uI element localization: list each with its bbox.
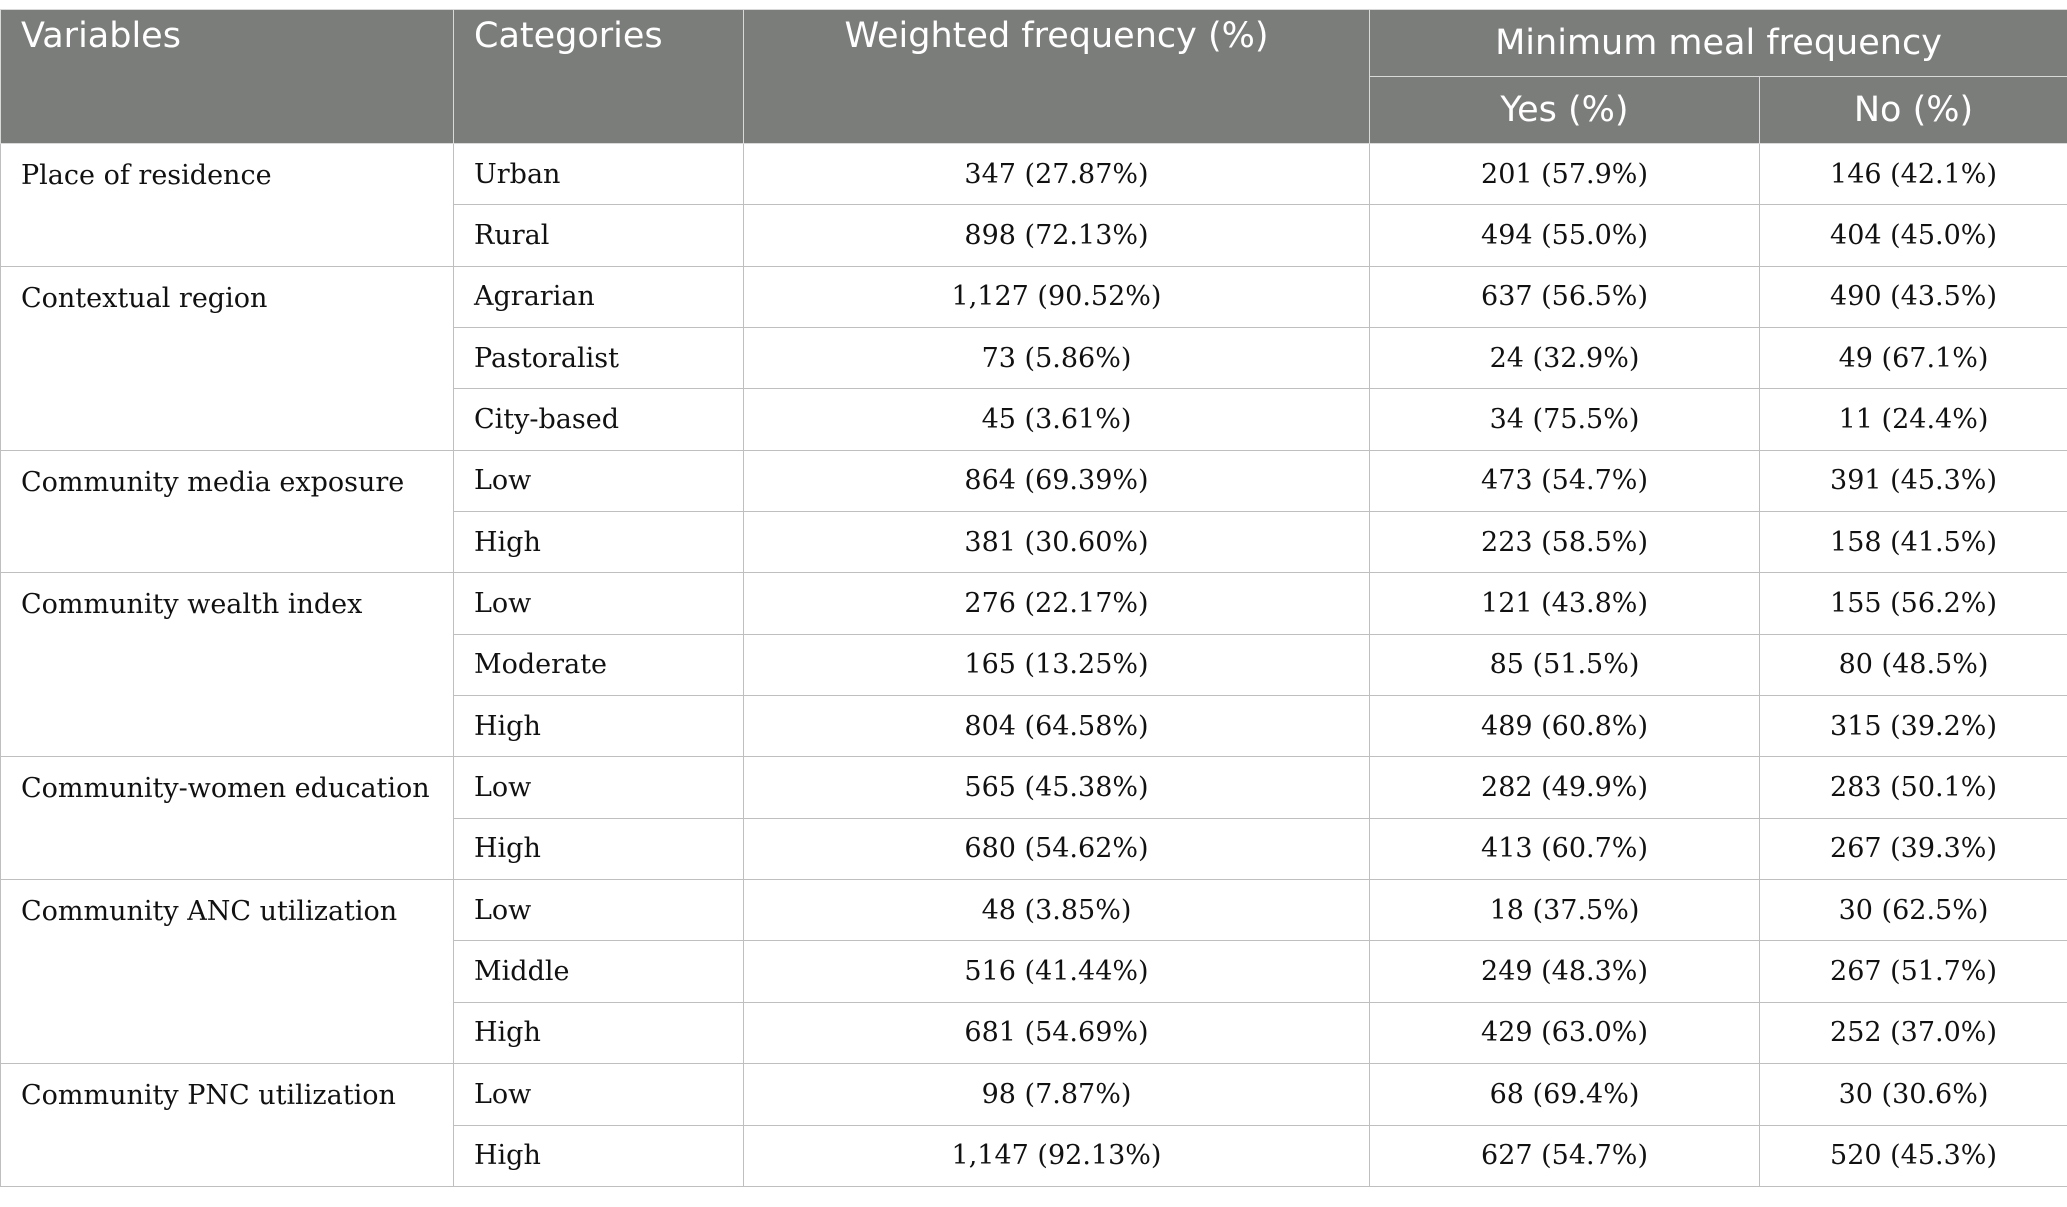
no-cell: 283 (50.1%) xyxy=(1758,756,2067,819)
category-cell: High xyxy=(453,1001,744,1065)
weighted-frequency-cell: 1,127 (90.52%) xyxy=(743,265,1370,329)
no-cell: 267 (39.3%) xyxy=(1758,817,2067,881)
data-table: Variables Categories Weighted frequency … xyxy=(0,9,2067,1187)
weighted-frequency-cell: 1,147 (92.13%) xyxy=(743,1124,1370,1187)
weighted-frequency-cell: 347 (27.87%) xyxy=(743,142,1370,206)
category-cell: High xyxy=(453,695,744,758)
weighted-frequency-cell: 381 (30.60%) xyxy=(743,511,1370,574)
yes-cell: 473 (54.7%) xyxy=(1369,449,1760,513)
category-cell: Moderate xyxy=(453,633,744,697)
category-cell: Low xyxy=(453,1063,744,1126)
category-cell: Low xyxy=(453,449,744,513)
table-row: Pastoralist 73 (5.86%) 24 (32.9%) 49 (67.1%… xyxy=(1,327,2067,390)
variable-cell: Contextual region xyxy=(0,265,454,451)
category-cell: Agrarian xyxy=(453,265,744,329)
category-cell: Low xyxy=(453,879,744,942)
header-weighted-frequency: Weighted frequency (%) xyxy=(743,9,1370,144)
header-categories: Categories xyxy=(453,9,744,144)
no-cell: 252 (37.0%) xyxy=(1758,1001,2067,1065)
weighted-frequency-cell: 276 (22.17%) xyxy=(743,572,1370,635)
table-header: Variables Categories Weighted frequency … xyxy=(0,9,2067,144)
weighted-frequency-cell: 681 (54.69%) xyxy=(743,1001,1370,1065)
header-no: No (%) xyxy=(1758,76,2067,144)
no-cell: 267 (51.7%) xyxy=(1758,940,2067,1003)
no-cell: 30 (62.5%) xyxy=(1758,879,2067,942)
no-cell: 11 (24.4%) xyxy=(1758,388,2067,451)
category-cell: High xyxy=(453,817,744,881)
table-body: Place of residence Urban 347 (27.87%) 201 (… xyxy=(0,142,2067,1187)
yes-cell: 223 (58.5%) xyxy=(1369,511,1760,574)
no-cell: 404 (45.0%) xyxy=(1758,204,2067,267)
table-row: Community ANC utilization Low 48 (3.85%) 18… xyxy=(0,879,2067,1065)
weighted-frequency-cell: 73 (5.86%) xyxy=(743,327,1370,390)
table-row: High 681 (54.69%) 429 (63.0%) 252 (37.0%) xyxy=(1,1001,2067,1065)
no-cell: 30 (30.6%) xyxy=(1758,1063,2067,1126)
category-cell: Low xyxy=(453,756,744,819)
table-row: Community wealth index Low 276 (22.17%) 121… xyxy=(0,572,2067,758)
category-cell: Middle xyxy=(453,940,744,1003)
table-row: High 1,147 (92.13%) 627 (54.7%) 520 (45.3%) xyxy=(1,1124,2067,1187)
weighted-frequency-cell: 898 (72.13%) xyxy=(743,204,1370,267)
table-row: Community PNC utilization Low 98 (7.87%) 68… xyxy=(0,1063,2067,1187)
yes-cell: 637 (56.5%) xyxy=(1369,265,1760,329)
no-cell: 155 (56.2%) xyxy=(1758,572,2067,635)
yes-cell: 24 (32.9%) xyxy=(1369,327,1760,390)
variable-cell: Community media exposure xyxy=(0,449,454,574)
no-cell: 158 (41.5%) xyxy=(1758,511,2067,574)
table-row: Community media exposure Low 864 (69.39%) 4… xyxy=(0,449,2067,574)
category-cell: High xyxy=(453,511,744,574)
category-cell: High xyxy=(453,1124,744,1187)
header-yes: Yes (%) xyxy=(1369,76,1760,144)
weighted-frequency-cell: 516 (41.44%) xyxy=(743,940,1370,1003)
no-cell: 315 (39.2%) xyxy=(1758,695,2067,758)
no-cell: 391 (45.3%) xyxy=(1758,449,2067,513)
yes-cell: 494 (55.0%) xyxy=(1369,204,1760,267)
table-row: Moderate 165 (13.25%) 85 (51.5%) 80 (48.5%) xyxy=(1,633,2067,697)
no-cell: 490 (43.5%) xyxy=(1758,265,2067,329)
table-row: High 804 (64.58%) 489 (60.8%) 315 (39.2%) xyxy=(1,695,2067,758)
variable-cell: Community-women education xyxy=(0,756,454,881)
yes-cell: 627 (54.7%) xyxy=(1369,1124,1760,1187)
weighted-frequency-cell: 680 (54.62%) xyxy=(743,817,1370,881)
no-cell: 49 (67.1%) xyxy=(1758,327,2067,390)
weighted-frequency-cell: 804 (64.58%) xyxy=(743,695,1370,758)
table-row: High 680 (54.62%) 413 (60.7%) 267 (39.3%) xyxy=(1,817,2067,881)
table-row: Place of residence Urban 347 (27.87%) 201 (… xyxy=(0,142,2067,267)
yes-cell: 413 (60.7%) xyxy=(1369,817,1760,881)
yes-cell: 34 (75.5%) xyxy=(1369,388,1760,451)
yes-cell: 282 (49.9%) xyxy=(1369,756,1760,819)
variable-cell: Place of residence xyxy=(0,143,454,267)
yes-cell: 121 (43.8%) xyxy=(1369,572,1760,635)
table-row: City-based 45 (3.61%) 34 (75.5%) 11 (24.4%) xyxy=(1,388,2067,451)
table-row: Contextual region Agrarian 1,127 (90.52%) 6… xyxy=(0,265,2067,451)
yes-cell: 249 (48.3%) xyxy=(1369,940,1760,1003)
header-minimum-meal-frequency: Minimum meal frequency xyxy=(1368,9,2067,77)
weighted-frequency-cell: 165 (13.25%) xyxy=(743,633,1370,697)
yes-cell: 18 (37.5%) xyxy=(1369,879,1760,942)
category-cell: Urban xyxy=(453,142,744,206)
yes-cell: 201 (57.9%) xyxy=(1369,142,1760,206)
no-cell: 80 (48.5%) xyxy=(1758,633,2067,697)
table-row: High 381 (30.60%) 223 (58.5%) 158 (41.5%) xyxy=(1,511,2067,574)
variable-cell: Community PNC utilization xyxy=(0,1063,454,1187)
yes-cell: 489 (60.8%) xyxy=(1369,695,1760,758)
yes-cell: 85 (51.5%) xyxy=(1369,633,1760,697)
yes-cell: 68 (69.4%) xyxy=(1369,1063,1760,1126)
category-cell: Low xyxy=(453,572,744,635)
no-cell: 520 (45.3%) xyxy=(1758,1124,2067,1187)
weighted-frequency-cell: 565 (45.38%) xyxy=(743,756,1370,819)
weighted-frequency-cell: 864 (69.39%) xyxy=(743,449,1370,513)
weighted-frequency-cell: 48 (3.85%) xyxy=(743,879,1370,942)
category-cell: Pastoralist xyxy=(453,327,744,390)
category-cell: Rural xyxy=(453,204,744,267)
variable-cell: Community ANC utilization xyxy=(0,879,454,1065)
category-cell: City-based xyxy=(453,388,744,451)
header-variables: Variables xyxy=(0,9,454,144)
yes-cell: 429 (63.0%) xyxy=(1369,1001,1760,1065)
weighted-frequency-cell: 45 (3.61%) xyxy=(743,388,1370,451)
variable-cell: Community wealth index xyxy=(0,572,454,758)
table-row: Community-women education Low 565 (45.38%)… xyxy=(0,756,2067,881)
weighted-frequency-cell: 98 (7.87%) xyxy=(743,1063,1370,1126)
no-cell: 146 (42.1%) xyxy=(1758,142,2067,206)
